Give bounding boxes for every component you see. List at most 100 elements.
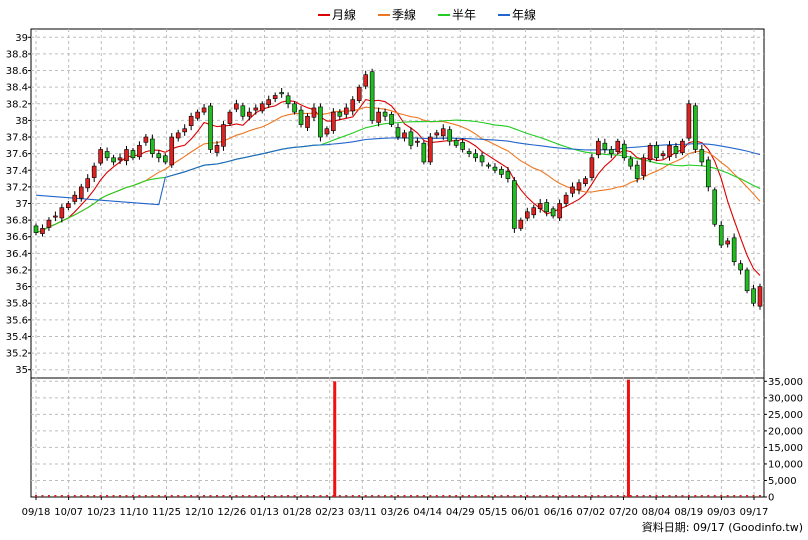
- candle-up: [272, 95, 278, 99]
- grid-lines: [31, 29, 764, 497]
- candle-up: [531, 207, 537, 216]
- date-tick-label: 12/26: [217, 507, 246, 518]
- volume-bar: [539, 495, 542, 497]
- candle-up: [557, 203, 562, 219]
- price-tick-label: 38.6: [6, 66, 28, 77]
- volume-bar: [636, 495, 639, 497]
- volume-bar: [506, 495, 509, 497]
- price-tick-label: 36.4: [6, 249, 28, 260]
- candle-down: [751, 288, 756, 304]
- volume-bar: [584, 495, 587, 497]
- candle-down: [731, 237, 737, 262]
- volume-bar: [403, 495, 406, 497]
- date-tick-label: 08/19: [674, 507, 703, 518]
- chart-legend: 月線 季線 半年 年線: [318, 7, 536, 22]
- candle-down: [634, 164, 640, 179]
- price-axis: 39 38.8 38.6 38.4 38.2 38 37.8 37.6 37.4 37.2 37 36…: [6, 33, 31, 376]
- volume-bar: [461, 495, 464, 497]
- volume-bar: [390, 495, 393, 497]
- candle-down: [104, 151, 110, 159]
- volume-bar: [565, 495, 568, 497]
- candle-up: [59, 207, 65, 219]
- candle-down: [654, 145, 659, 159]
- volume-bar: [235, 495, 238, 497]
- volume-bar: [170, 495, 173, 497]
- volume-bar: [306, 495, 309, 497]
- volume-bar: [222, 495, 225, 497]
- candle-down: [408, 131, 414, 146]
- volume-bar: [733, 495, 736, 497]
- volume-bar: [603, 495, 606, 497]
- candle-down: [621, 143, 627, 159]
- candle-up: [53, 215, 58, 218]
- date-tick-label: 09/03: [707, 507, 736, 518]
- date-tick-label: 03/26: [381, 507, 410, 518]
- date-tick-label: 03/11: [348, 507, 377, 518]
- volume-bar: [726, 495, 729, 497]
- volume-bar: [700, 495, 703, 497]
- volume-bar: [377, 495, 380, 497]
- volume-bar: [228, 495, 231, 497]
- candle-up: [641, 157, 646, 176]
- candle-up: [667, 145, 672, 157]
- candle-up: [725, 240, 730, 245]
- volume-bar: [248, 495, 251, 497]
- candle-up: [440, 128, 446, 137]
- volume-bar: [203, 495, 206, 497]
- volume-bar: [668, 495, 671, 497]
- volume-bar: [196, 495, 199, 497]
- candle-up: [247, 111, 252, 117]
- volume-bar: [720, 495, 723, 497]
- date-tick-label: 01/13: [250, 507, 279, 518]
- legend-label-1: 季線: [392, 7, 416, 22]
- candle-up: [175, 132, 181, 139]
- price-tick-label: 37: [15, 199, 28, 210]
- volume-bar: [519, 495, 522, 497]
- volume-bar: [332, 495, 335, 497]
- ma-line-2: [35, 119, 761, 234]
- candle-up: [182, 128, 187, 133]
- date-tick-label: 09/17: [740, 507, 769, 518]
- legend-label-3: 年線: [512, 7, 536, 22]
- candle-down: [550, 208, 556, 217]
- candle-up: [324, 128, 330, 135]
- volume-bar: [93, 495, 96, 497]
- candle-up: [615, 140, 621, 152]
- candle-down: [628, 158, 634, 167]
- volume-bar: [468, 495, 471, 497]
- date-tick-label: 06/16: [544, 507, 573, 518]
- volume-bar: [80, 495, 83, 497]
- volume-bar: [422, 495, 425, 497]
- candle-down: [479, 155, 485, 163]
- candle-down: [499, 168, 504, 175]
- volume-bar: [435, 495, 438, 497]
- candle-up: [686, 103, 692, 139]
- candle-up: [40, 228, 45, 234]
- volume-bar: [67, 495, 70, 497]
- candle-up: [331, 111, 336, 132]
- candle-down: [389, 113, 394, 125]
- candle-down: [382, 111, 388, 117]
- volume-tick-label: 15,000: [768, 443, 803, 454]
- price-tick-label: 35.2: [6, 349, 28, 360]
- candle-up: [680, 140, 685, 153]
- date-tick-label: 10/07: [54, 507, 83, 518]
- volume-bar: [694, 495, 697, 497]
- candle-down: [285, 95, 291, 105]
- volume-bar: [144, 495, 147, 497]
- candle-down: [298, 109, 304, 125]
- volume-bar: [280, 495, 283, 497]
- candle-down: [33, 225, 39, 233]
- volume-plot-frame: [30, 377, 765, 498]
- volume-bar: [649, 495, 652, 497]
- volume-bar: [164, 495, 167, 497]
- candle-down: [718, 224, 724, 246]
- candle-up: [311, 107, 317, 118]
- candle-down: [453, 139, 459, 146]
- legend-label-0: 月線: [332, 7, 356, 22]
- volume-bar: [481, 495, 484, 497]
- volume-bar: [41, 495, 44, 497]
- price-tick-label: 38.8: [6, 49, 28, 60]
- volume-bar: [190, 495, 193, 497]
- date-tick-label: 06/01: [511, 507, 540, 518]
